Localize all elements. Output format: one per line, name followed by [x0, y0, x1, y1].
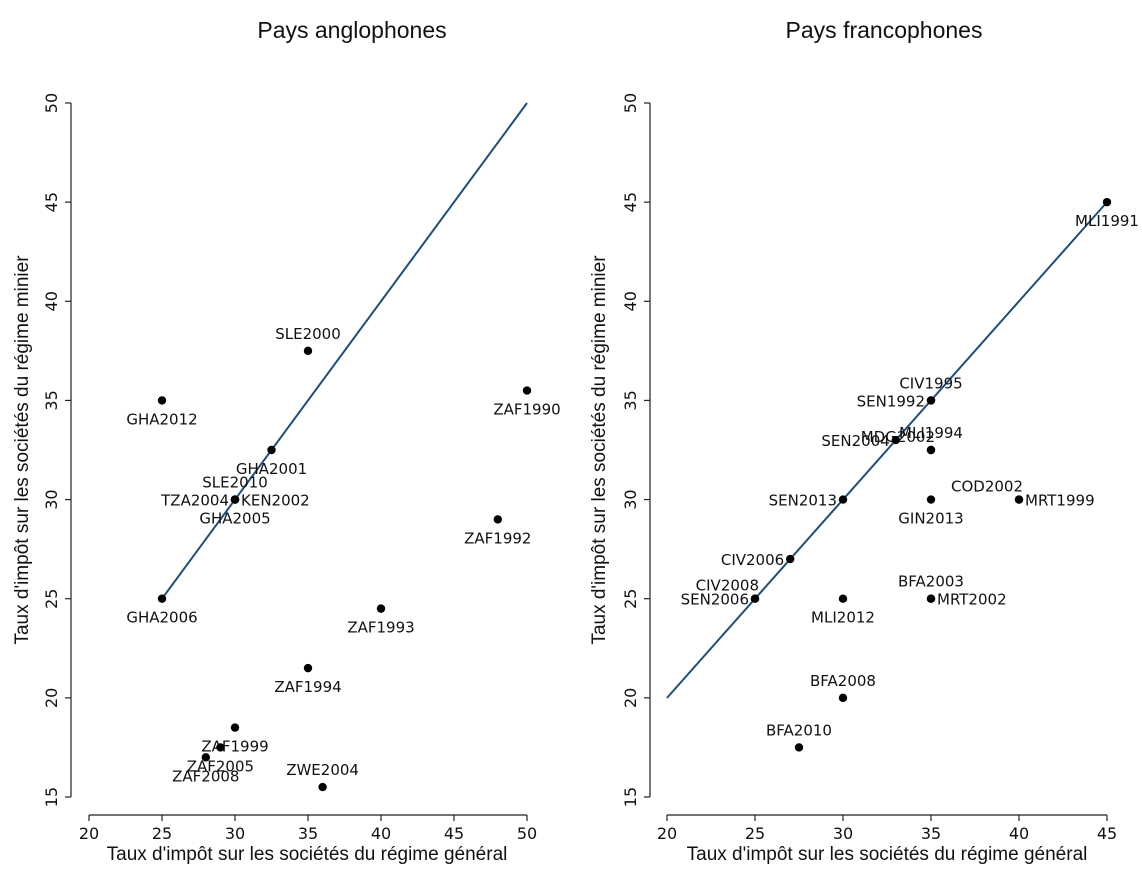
point-label: CIV2008 — [696, 577, 759, 595]
point-label: SEN2004 — [821, 432, 889, 450]
data-point — [376, 604, 386, 613]
data-point — [750, 594, 760, 603]
data-point — [157, 594, 167, 603]
x-tick-label: 20 — [79, 824, 99, 843]
x-tick-label: 25 — [745, 824, 765, 843]
point-label: ZAF2008 — [172, 767, 239, 785]
point-label: MLI2012 — [811, 609, 875, 627]
data-point — [318, 782, 327, 792]
x-tick-label: 20 — [657, 824, 677, 843]
y-tick-label: 50 — [621, 93, 640, 113]
point-label: MLI1991 — [1075, 212, 1139, 230]
y-tick-label: 15 — [621, 787, 640, 807]
y-axis-title: Taux d'impôt sur les sociétés du régime … — [589, 255, 610, 645]
point-label: BFA2008 — [810, 672, 876, 690]
y-tick-label: 35 — [621, 390, 640, 410]
data-point — [926, 594, 936, 603]
point-label: ZAF1999 — [201, 738, 268, 756]
point-label: MRT2002 — [937, 591, 1007, 609]
point-label: ZAF1993 — [347, 619, 414, 637]
panel-anglophones: Pays anglophones 15 20 25 30 35 40 45 50 20 25 30 35… — [12, 17, 561, 865]
y-tick-label: 25 — [42, 589, 61, 609]
data-point — [230, 723, 240, 732]
x-tick-label: 40 — [371, 824, 391, 843]
y-tick-label: 25 — [621, 589, 640, 609]
y-tick-label: 15 — [42, 787, 61, 807]
y-tick-label: 40 — [621, 291, 640, 311]
chart-title: Pays francophones — [786, 17, 983, 43]
x-tick-label: 40 — [1009, 824, 1029, 843]
data-point — [838, 594, 848, 603]
data-point — [786, 554, 795, 564]
point-label: SEN2013 — [769, 492, 837, 510]
data-point — [926, 396, 936, 405]
data-point — [1014, 495, 1024, 504]
data-point — [157, 396, 167, 405]
y-tick-label: 30 — [621, 489, 640, 509]
point-label: KEN2002 — [241, 492, 310, 510]
reference-line — [161, 102, 528, 600]
data-point — [522, 386, 532, 395]
x-tick-label: 50 — [517, 824, 537, 843]
data-point — [267, 445, 276, 455]
x-tick-label: 35 — [921, 824, 941, 843]
data-point — [838, 495, 848, 504]
x-tick-label: 25 — [152, 824, 172, 843]
y-tick-label: 40 — [42, 291, 61, 311]
point-label: SLE2000 — [275, 325, 341, 343]
point-label: COD2002 — [951, 478, 1023, 496]
x-tick-label: 35 — [298, 824, 318, 843]
reference-line — [666, 201, 1108, 699]
data-point — [303, 663, 313, 673]
y-tick-label: 20 — [621, 688, 640, 708]
chart-title: Pays anglophones — [257, 17, 446, 43]
y-tick-label: 30 — [42, 489, 61, 509]
point-label: CIV2006 — [721, 551, 784, 569]
point-label: MRT1999 — [1025, 492, 1095, 510]
data-point — [926, 445, 936, 455]
data-point — [926, 495, 936, 504]
point-label: GHA2012 — [126, 410, 197, 428]
point-label: ZAF1994 — [274, 678, 341, 696]
point-label: ZWE2004 — [286, 761, 359, 779]
y-axis-title: Taux d'impôt sur les sociétés du régime … — [12, 255, 33, 645]
y-tick-label: 45 — [42, 192, 61, 212]
data-point — [201, 753, 210, 762]
point-label: SLE2010 — [202, 474, 268, 492]
x-tick-label: 45 — [1097, 824, 1117, 843]
data-point — [794, 743, 804, 752]
point-label: CIV1995 — [899, 374, 962, 392]
data-point — [303, 346, 313, 356]
point-label: GHA2005 — [199, 510, 270, 528]
x-axis-title: Taux d'impôt sur les sociétés du régime … — [687, 844, 1088, 865]
point-label: BFA2010 — [766, 721, 832, 739]
data-point — [216, 743, 225, 752]
data-point — [493, 515, 502, 524]
data-point — [891, 435, 900, 445]
point-label: ZAF1992 — [464, 529, 531, 547]
point-label: GIN2013 — [898, 510, 963, 528]
panel-francophones: Pays francophones 15 20 25 30 35 40 45 50 20 25 30 3… — [589, 17, 1139, 865]
y-tick-label: 35 — [42, 390, 61, 410]
x-tick-label: 30 — [225, 824, 245, 843]
x-axis-title: Taux d'impôt sur les sociétés du régime … — [107, 844, 508, 865]
y-tick-label: 20 — [42, 688, 61, 708]
point-label: ZAF2005 — [187, 757, 254, 775]
y-tick-label: 45 — [621, 192, 640, 212]
point-label: MLI1994 — [899, 424, 963, 442]
point-label: GHA2006 — [126, 609, 197, 627]
point-label: ZAF1990 — [493, 401, 560, 419]
point-label: TZA2004 — [160, 492, 229, 510]
point-label: SEN2006 — [681, 591, 749, 609]
x-tick-label: 30 — [833, 824, 853, 843]
data-point — [838, 693, 848, 703]
data-point — [1102, 197, 1112, 207]
point-label: SEN1992 — [857, 392, 925, 410]
y-tick-label: 50 — [42, 93, 61, 113]
data-point — [230, 495, 240, 504]
x-tick-label: 45 — [444, 824, 464, 843]
point-label: BFA2003 — [898, 573, 964, 591]
point-label: GHA2001 — [236, 460, 307, 478]
